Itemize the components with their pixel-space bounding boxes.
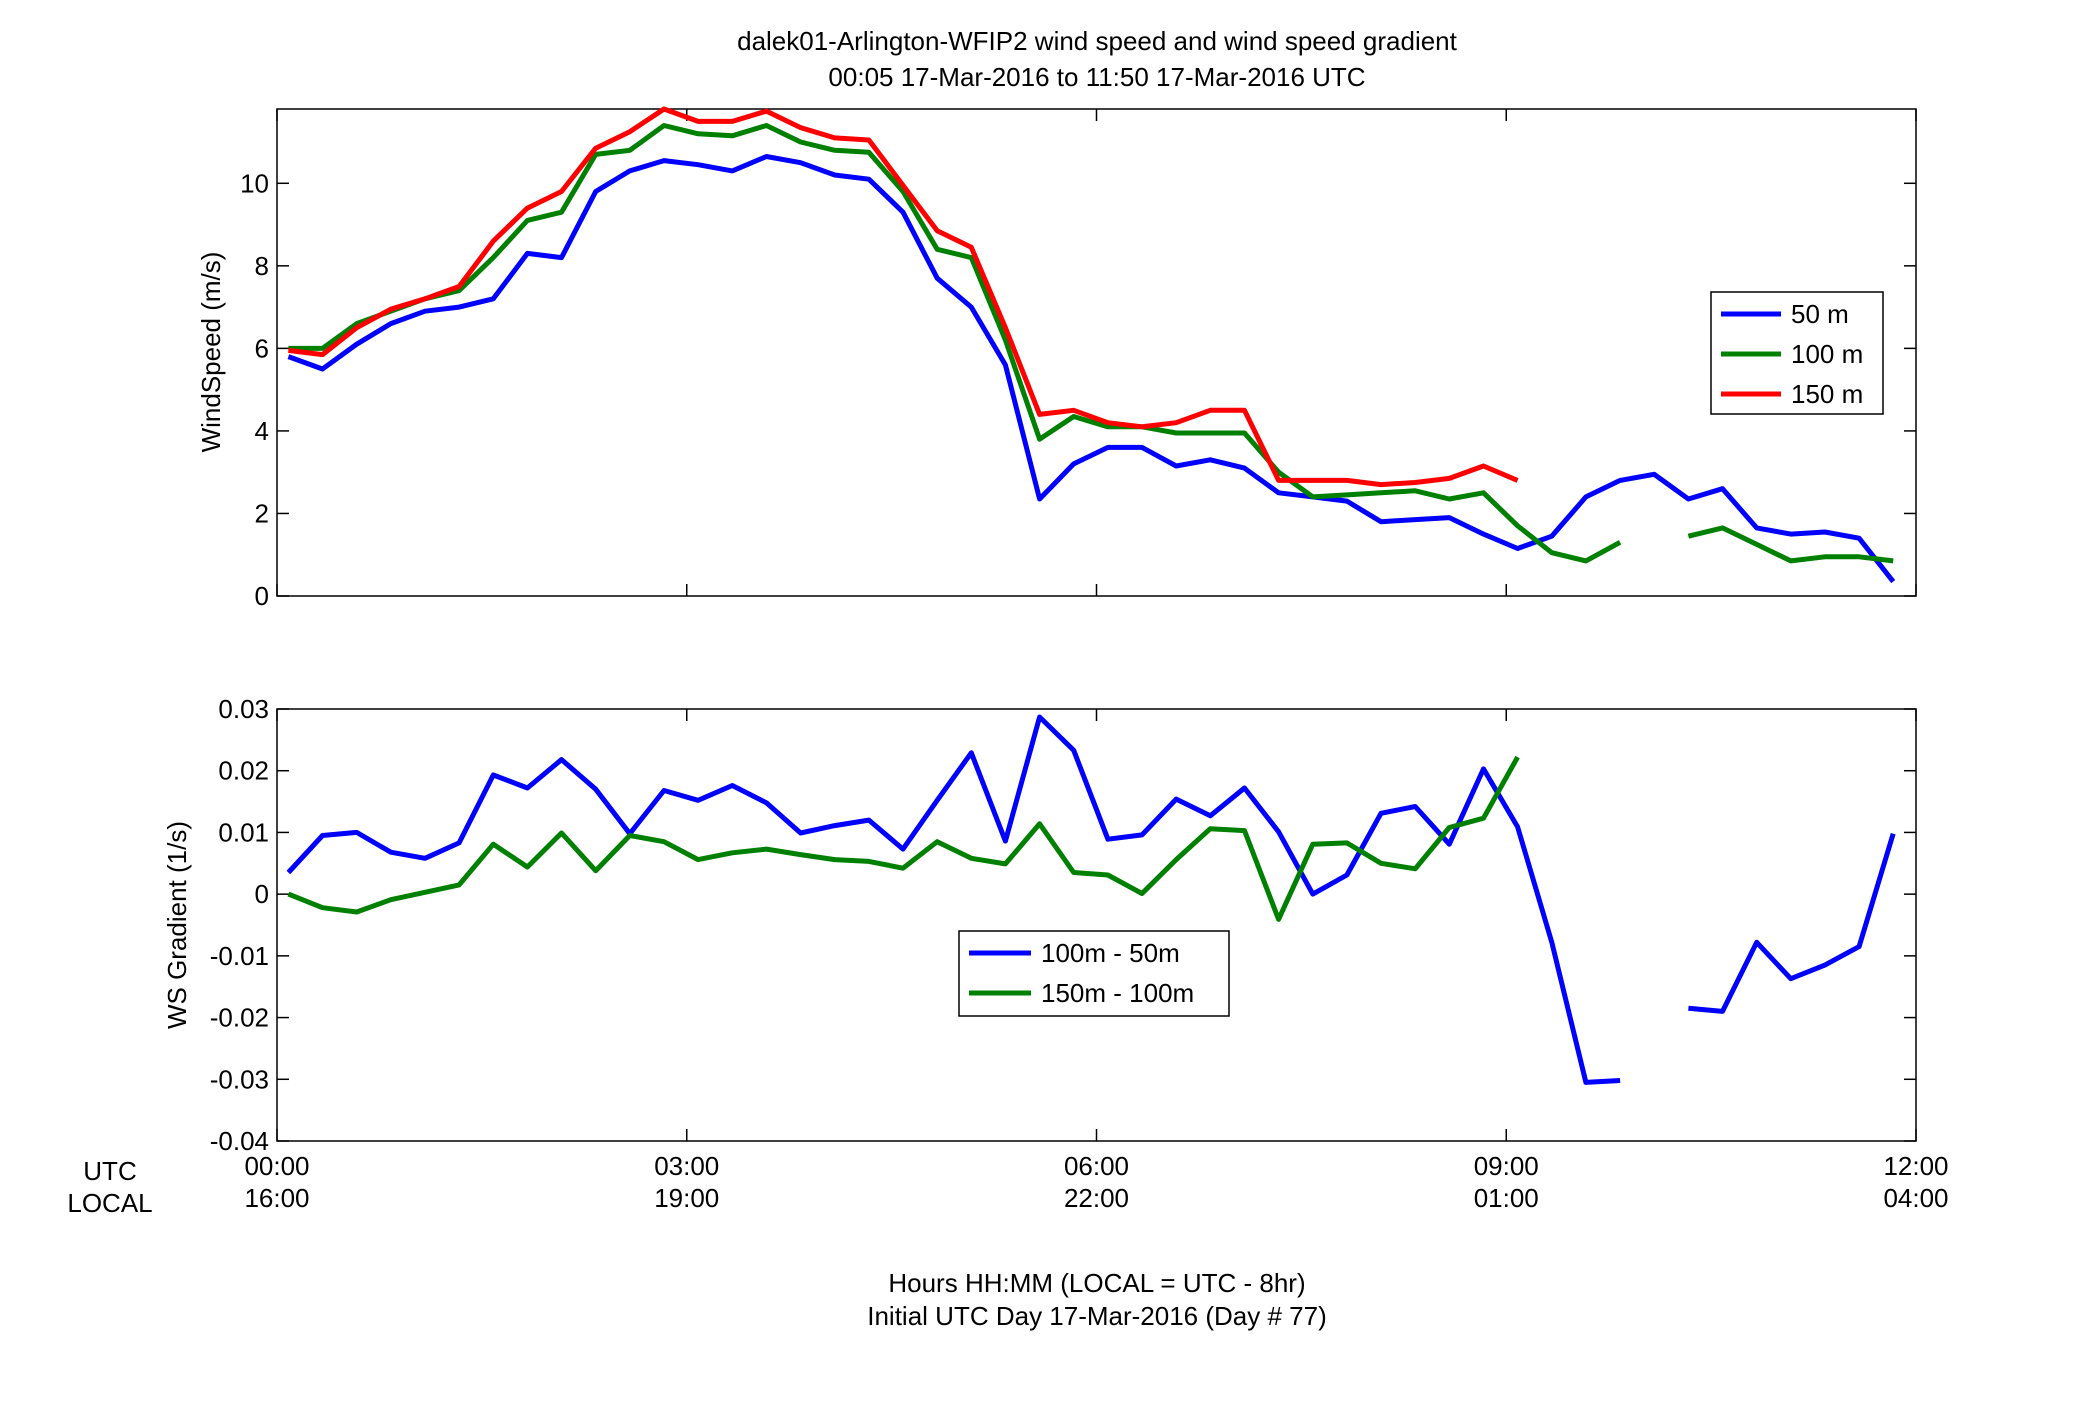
xtick-label-local: 16:00	[244, 1183, 309, 1213]
gradient-ytick-label: -0.04	[210, 1126, 269, 1156]
gradient-series	[286, 714, 1896, 1085]
series-line-100m-50m	[1688, 832, 1896, 1014]
legend-label-150m-100m: 150m - 100m	[1041, 978, 1194, 1008]
gradient-ytick-label: 0.02	[218, 756, 269, 786]
series-line-100-m	[1687, 525, 1894, 564]
xtick-label-local: 04:00	[1883, 1183, 1948, 1213]
series-line-100-m	[288, 123, 1622, 564]
wind-speed-ytick-label: 10	[240, 168, 269, 198]
wind-speed-ytick-label: 6	[255, 333, 269, 363]
series-line-150-m	[288, 106, 1519, 488]
gradient-ytick-label: -0.01	[210, 941, 269, 971]
gradient-ytick-label: -0.03	[210, 1064, 269, 1094]
gradient-legend: 100m - 50m 150m - 100m	[958, 930, 1230, 1017]
title-line1: dalek01-Arlington-WFIP2 wind speed and w…	[737, 26, 1458, 56]
gradient-ticks: -0.04 -0.03 -0.02 -0.01 0 0.01 0.02 0.03	[210, 694, 1917, 1156]
utc-row-label: UTC	[83, 1156, 136, 1186]
wind-speed-ticks: 0 2 4 6 8 10	[240, 109, 1917, 611]
wind-speed-ylabel: WindSpeed (m/s)	[196, 252, 226, 453]
wind-speed-ytick-label: 0	[255, 581, 269, 611]
xtick-label-local: 19:00	[654, 1183, 719, 1213]
series-line-100m-50m	[286, 714, 1621, 1085]
gradient-axes	[276, 708, 1917, 1142]
gradient-ytick-label: 0.01	[218, 817, 269, 847]
wind-speed-ytick-label: 8	[255, 251, 269, 281]
gradient-ylabel: WS Gradient (1/s)	[162, 821, 192, 1029]
legend-label-150m: 150 m	[1791, 379, 1863, 409]
title-line2: 00:05 17-Mar-2016 to 11:50 17-Mar-2016 U…	[828, 62, 1365, 92]
xtick-label-local: 01:00	[1474, 1183, 1539, 1213]
gradient-ytick-label: 0	[255, 879, 269, 909]
series-line-150m-100m	[287, 755, 1520, 922]
gradient-legend-box	[958, 930, 1230, 1017]
xtick-label-local: 22:00	[1064, 1183, 1129, 1213]
local-row-label: LOCAL	[67, 1188, 152, 1218]
xtick-label-utc: 06:00	[1064, 1151, 1129, 1181]
gradient-ytick-label: -0.02	[210, 1003, 269, 1033]
xtick-label-utc: 09:00	[1474, 1151, 1539, 1181]
xlabel-line1: Hours HH:MM (LOCAL = UTC - 8hr)	[888, 1268, 1305, 1298]
legend-label-50m: 50 m	[1791, 299, 1849, 329]
legend-label-100m: 100 m	[1791, 339, 1863, 369]
wind-speed-ytick-label: 2	[255, 498, 269, 528]
xtick-label-utc: 00:00	[244, 1151, 309, 1181]
wind-speed-series	[287, 106, 1896, 584]
legend-label-100m-50m: 100m - 50m	[1041, 938, 1180, 968]
gradient-ytick-label: 0.03	[218, 694, 269, 724]
xtick-label-utc: 12:00	[1883, 1151, 1948, 1181]
xlabel-line2: Initial UTC Day 17-Mar-2016 (Day # 77)	[867, 1301, 1327, 1331]
wind-speed-ytick-label: 4	[255, 416, 269, 446]
wind-speed-legend: 50 m 100 m 150 m	[1710, 291, 1884, 415]
xtick-label-utc: 03:00	[654, 1151, 719, 1181]
wind-speed-axes	[276, 108, 1917, 597]
series-line-50-m	[287, 154, 1896, 584]
